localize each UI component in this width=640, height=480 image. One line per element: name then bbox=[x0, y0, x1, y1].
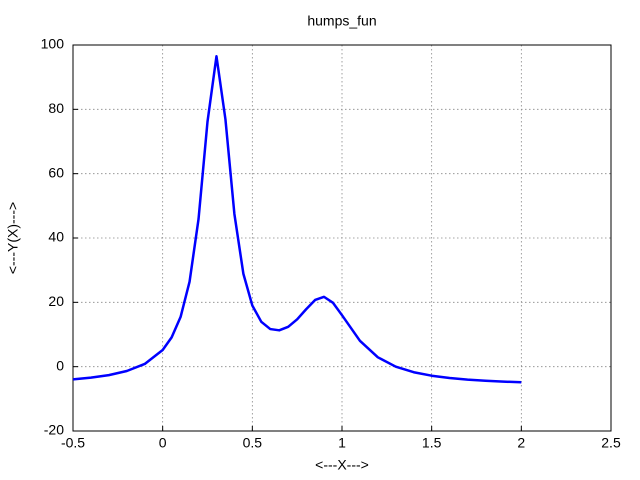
y-axis-label: <---Y(X)---> bbox=[5, 202, 21, 274]
y-tick-label: 0 bbox=[56, 357, 64, 373]
x-tick-label: 2 bbox=[517, 435, 525, 451]
y-tick-label: 20 bbox=[48, 293, 64, 309]
plot-frame bbox=[72, 44, 612, 432]
x-tick-label: 1.5 bbox=[422, 435, 442, 451]
y-tick-label: 100 bbox=[41, 36, 65, 52]
data-line bbox=[72, 55, 522, 384]
chart-title: humps_fun bbox=[307, 13, 376, 29]
y-tick-label: 80 bbox=[48, 100, 64, 116]
x-tick-label: 1 bbox=[338, 435, 346, 451]
y-tick-label: 60 bbox=[48, 164, 64, 180]
x-tick-label: 0.5 bbox=[243, 435, 263, 451]
y-tick-label: 40 bbox=[48, 229, 64, 245]
x-tick-label: -0.5 bbox=[61, 435, 85, 451]
x-tick-label: 2.5 bbox=[601, 435, 621, 451]
x-tick-label: 0 bbox=[159, 435, 167, 451]
y-tick-label: -20 bbox=[44, 422, 64, 438]
x-axis-label: <---X---> bbox=[315, 457, 369, 473]
